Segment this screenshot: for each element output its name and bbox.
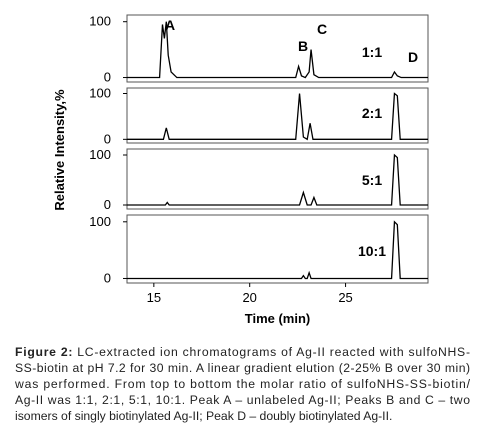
y-tick-label: 0: [104, 70, 111, 85]
ratio-label: 2:1: [362, 105, 382, 121]
x-tick-label: 15: [147, 290, 161, 305]
y-tick-label: 100: [89, 14, 111, 29]
y-axis-label: Relative Intensity,%: [52, 89, 67, 211]
panel-frame: [126, 214, 429, 284]
panel-frame: [126, 14, 429, 83]
trace: [127, 220, 428, 280]
trace: [127, 153, 428, 206]
ratio-label: 1:1: [362, 44, 382, 60]
trace: [127, 92, 428, 141]
ratio-label: 10:1: [358, 243, 386, 259]
trace: [127, 21, 428, 79]
y-tick-label: 0: [104, 270, 111, 285]
y-tick-label: 100: [89, 86, 111, 101]
y-tick-label: 0: [104, 197, 111, 212]
caption-line: Figure 2: LC-extracted ion chromatograms…: [15, 345, 470, 359]
caption-label: Figure 2:: [15, 345, 72, 359]
peak-label: C: [317, 21, 327, 37]
y-tick-label: 0: [104, 131, 111, 146]
y-tick-label: 100: [89, 214, 111, 229]
panel-frame: [126, 87, 429, 144]
x-tick-label: 25: [338, 290, 352, 305]
y-tick-label: 100: [89, 147, 111, 162]
caption-line: Ag-II was 1:1, 2:1, 5:1, 10:1. Peak A – …: [15, 393, 470, 407]
panel-frame: [126, 148, 429, 210]
peak-label: A: [165, 17, 175, 33]
caption-line: isomers of singly biotinylated Ag-II; Pe…: [15, 409, 392, 423]
x-tick-label: 20: [242, 290, 256, 305]
peak-label: B: [298, 38, 308, 54]
caption-line: was performed. From top to bottom the mo…: [14, 377, 471, 391]
ratio-label: 5:1: [362, 172, 382, 188]
x-axis-label: Time (min): [245, 311, 311, 326]
caption-text: LC-extracted ion chromatograms of Ag-II …: [73, 345, 470, 359]
caption-line: SS-biotin at pH 7.2 for 30 min. A linear…: [15, 361, 470, 375]
peak-label: D: [408, 49, 418, 65]
